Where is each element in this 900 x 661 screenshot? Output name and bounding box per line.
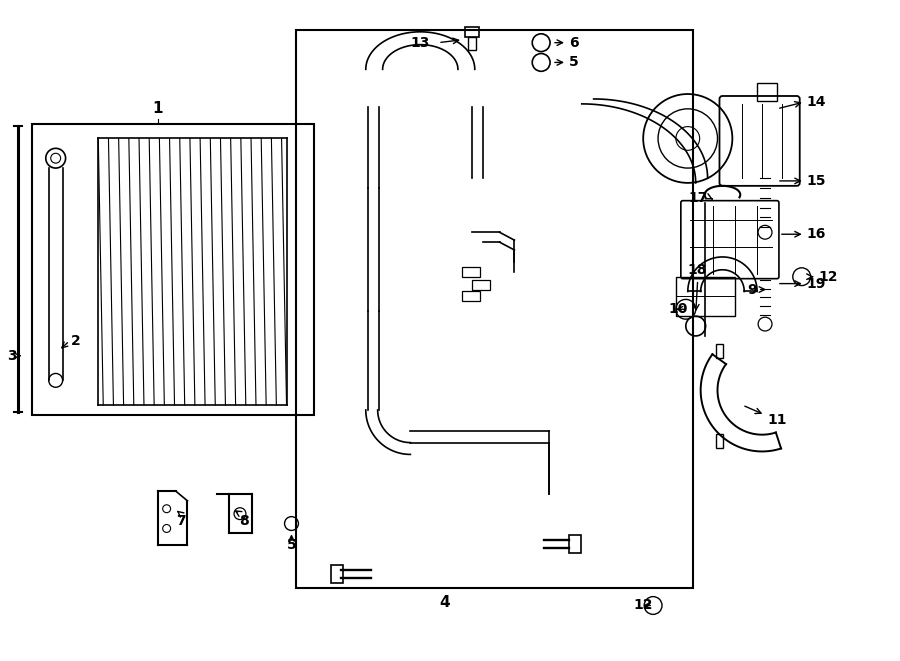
Bar	[462, 292, 480, 301]
Bar	[569, 535, 580, 553]
Text: 18: 18	[688, 263, 707, 277]
Bar	[462, 267, 480, 277]
Text: 19: 19	[806, 276, 826, 291]
Bar	[676, 277, 735, 316]
Text: 13: 13	[410, 36, 430, 50]
Bar	[331, 565, 343, 583]
Text: 14: 14	[806, 95, 826, 109]
Text: 4: 4	[440, 595, 450, 610]
Text: 15: 15	[806, 174, 826, 188]
Text: 12: 12	[819, 270, 838, 284]
Bar	[296, 30, 693, 588]
Bar	[465, 27, 479, 37]
Bar	[716, 434, 724, 447]
Text: 10: 10	[669, 302, 688, 316]
Bar	[32, 124, 314, 415]
Text: 17: 17	[688, 190, 707, 205]
Text: 6: 6	[569, 36, 579, 50]
Text: 5: 5	[569, 56, 579, 69]
Text: 8: 8	[239, 514, 248, 527]
Text: 1: 1	[152, 101, 163, 116]
Text: 3: 3	[7, 349, 17, 363]
Bar	[716, 344, 724, 358]
Text: 5: 5	[286, 538, 296, 552]
Bar	[472, 280, 490, 290]
Bar	[468, 37, 476, 50]
Text: 7: 7	[176, 514, 185, 527]
Text: 11: 11	[767, 413, 787, 427]
Text: 12: 12	[634, 598, 653, 613]
Text: 9: 9	[747, 282, 757, 297]
Bar	[757, 83, 777, 101]
Text: 2: 2	[70, 334, 80, 348]
Text: 16: 16	[806, 227, 826, 241]
